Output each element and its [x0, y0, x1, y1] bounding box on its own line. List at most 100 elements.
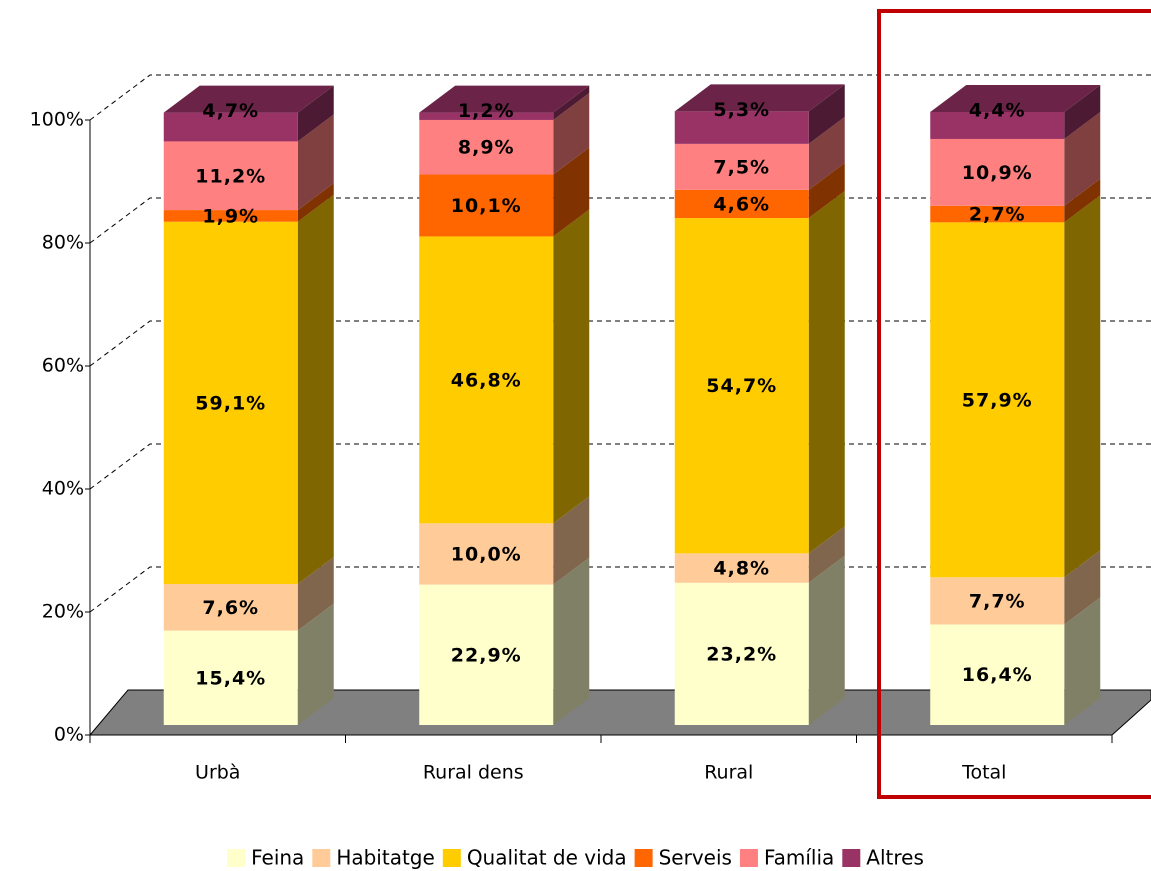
legend-label: Família — [764, 846, 834, 870]
bar — [163, 630, 298, 725]
value-label: 10,9% — [962, 162, 1033, 184]
legend-swatch — [739, 849, 758, 867]
value-label: 8,9% — [458, 137, 515, 159]
bars: 15,4% 7,6% 59,1% 1,9% 11,2% 4,7% Urbà 22,9% 10,0… — [163, 84, 1101, 784]
x-tick-label: Rural — [704, 762, 753, 784]
bar — [163, 210, 298, 222]
y-tick-label: 80% — [42, 232, 84, 254]
bar-side — [553, 557, 590, 725]
bar-side — [553, 209, 590, 524]
bar-side — [553, 85, 590, 120]
value-label: 23,2% — [706, 643, 777, 665]
value-label: 5,3% — [713, 99, 770, 121]
bar — [163, 584, 298, 631]
bar — [930, 112, 1065, 139]
bar — [419, 236, 554, 524]
legend-item: Feina — [227, 846, 304, 870]
value-label: 4,4% — [969, 100, 1026, 122]
bar — [674, 582, 809, 725]
bar — [930, 138, 1065, 206]
bar — [163, 221, 298, 585]
value-label: 11,2% — [195, 165, 266, 187]
value-label: 7,5% — [713, 156, 770, 178]
bar-top — [674, 84, 845, 112]
bar — [419, 584, 554, 725]
bar-side — [297, 183, 334, 222]
bar-side — [1064, 550, 1101, 625]
value-label: 7,7% — [969, 590, 1026, 612]
bar — [419, 174, 554, 237]
y-tick-label: 40% — [42, 478, 84, 500]
bar-side — [808, 555, 845, 725]
bar-side — [297, 114, 334, 211]
bar-side — [1064, 111, 1101, 206]
bar-side — [1064, 85, 1101, 139]
bar-side — [808, 116, 845, 190]
bar-side — [1064, 195, 1101, 578]
bar — [674, 143, 809, 190]
value-label: 7,6% — [202, 597, 259, 619]
x-tick-label: Total — [961, 762, 1006, 784]
bar-side — [297, 194, 334, 585]
bar — [419, 119, 554, 175]
x-tick-label: Rural dens — [423, 762, 524, 784]
bar — [674, 553, 809, 583]
legend: Feina Habitatge Qualitat de vida Serveis Fam… — [227, 846, 924, 870]
bar — [930, 205, 1065, 223]
bar-side — [808, 191, 845, 554]
value-label: 54,7% — [706, 375, 777, 397]
bar-side — [1064, 597, 1101, 725]
legend-swatch — [312, 849, 331, 867]
value-label: 4,6% — [713, 193, 770, 215]
value-label: 4,7% — [202, 100, 259, 122]
bar-side — [297, 603, 334, 725]
value-label: 1,9% — [202, 205, 259, 227]
bar — [163, 141, 298, 211]
legend-item: Qualitat de vida — [442, 846, 627, 870]
legend-label: Habitatge — [336, 846, 435, 870]
value-label: 2,7% — [969, 204, 1026, 226]
bar-top — [419, 85, 590, 113]
legend-item: Altres — [842, 846, 924, 870]
legend-label: Serveis — [659, 846, 732, 870]
value-label: 22,9% — [451, 644, 522, 666]
bar — [163, 112, 298, 142]
legend-label: Qualitat de vida — [467, 846, 627, 870]
legend-swatch — [634, 849, 653, 867]
legend-swatch — [442, 849, 461, 867]
bar — [419, 523, 554, 585]
bar-side — [553, 496, 590, 585]
legend-item: Habitatge — [312, 846, 435, 870]
bar-top — [163, 85, 334, 113]
bar — [930, 577, 1065, 625]
bar-side — [808, 162, 845, 219]
value-label: 10,0% — [451, 543, 522, 565]
value-label: 1,2% — [458, 100, 515, 122]
bar — [674, 111, 809, 144]
value-label: 4,8% — [713, 558, 770, 580]
bar-side — [808, 526, 845, 583]
y-tick-label: 0% — [54, 724, 84, 746]
value-label: 16,4% — [962, 664, 1033, 686]
value-label: 46,8% — [451, 369, 522, 391]
legend-swatch — [842, 849, 861, 867]
value-label: 15,4% — [195, 667, 266, 689]
grid-line — [89, 74, 1151, 121]
value-label: 10,1% — [451, 195, 522, 217]
y-tick-label: 60% — [42, 355, 84, 377]
bar-side — [553, 147, 590, 237]
bar-side — [1064, 178, 1101, 223]
value-label: 57,9% — [962, 389, 1033, 411]
legend-item: Serveis — [634, 846, 732, 870]
bar — [930, 624, 1065, 725]
bar — [419, 112, 554, 120]
legend-label: Feina — [251, 846, 304, 870]
bar — [674, 218, 809, 554]
bar-side — [553, 92, 590, 175]
bar-side — [297, 85, 334, 142]
y-tick-label: 100% — [30, 109, 84, 131]
bar-side — [808, 84, 845, 144]
highlight-box — [877, 9, 1151, 799]
bar — [930, 222, 1065, 578]
